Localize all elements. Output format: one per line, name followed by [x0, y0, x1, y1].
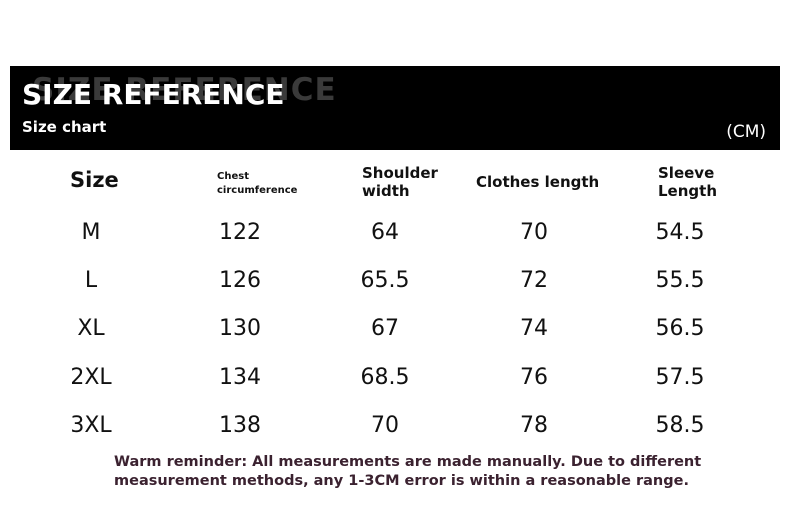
banner-title: SIZE REFERENCE: [22, 78, 285, 111]
cell-sleeve: 55.5: [655, 268, 705, 293]
cell-size: M: [81, 220, 101, 245]
banner-ghost-title: SIZE REFERENCE: [32, 72, 337, 108]
banner-subtitle: Size chart: [22, 118, 107, 136]
cell-length: 70: [520, 220, 548, 245]
cell-size: XL: [77, 316, 105, 341]
cell-chest: 126: [219, 268, 261, 293]
table-row: XL 130 67 74 56.5: [0, 316, 790, 346]
table-row: 3XL 138 70 78 58.5: [0, 413, 790, 443]
cell-shoulder: 70: [371, 413, 399, 438]
cell-size: L: [84, 268, 98, 293]
cell-size: 2XL: [70, 365, 112, 390]
cell-shoulder: 65.5: [360, 268, 410, 293]
header-sleeve: Sleeve Length: [658, 164, 717, 200]
cell-size: 3XL: [70, 413, 112, 438]
cell-sleeve: 56.5: [655, 316, 705, 341]
cell-shoulder: 68.5: [360, 365, 410, 390]
cell-chest: 134: [219, 365, 261, 390]
cell-shoulder: 64: [371, 220, 399, 245]
header-length: Clothes length: [476, 173, 600, 191]
unit-label: (CM): [726, 122, 766, 142]
warm-reminder-note: Warm reminder: All measurements are made…: [114, 454, 702, 489]
table-row: L 126 65.5 72 55.5: [0, 268, 790, 298]
cell-sleeve: 57.5: [655, 365, 705, 390]
header-chest: Chest circumference: [217, 171, 298, 196]
cell-shoulder: 67: [371, 316, 399, 341]
cell-length: 74: [520, 316, 548, 341]
table-row: M 122 64 70 54.5: [0, 220, 790, 250]
cell-chest: 122: [219, 220, 261, 245]
cell-chest: 138: [219, 413, 261, 438]
header-shoulder: Shoulder width: [362, 164, 438, 200]
size-reference-banner: SIZE REFERENCE SIZE REFERENCE Size chart…: [10, 66, 780, 150]
cell-length: 78: [520, 413, 548, 438]
cell-chest: 130: [219, 316, 261, 341]
cell-sleeve: 54.5: [655, 220, 705, 245]
header-size: Size: [70, 168, 119, 192]
cell-sleeve: 58.5: [655, 413, 705, 438]
cell-length: 76: [520, 365, 548, 390]
cell-length: 72: [520, 268, 548, 293]
table-row: 2XL 134 68.5 76 57.5: [0, 365, 790, 395]
